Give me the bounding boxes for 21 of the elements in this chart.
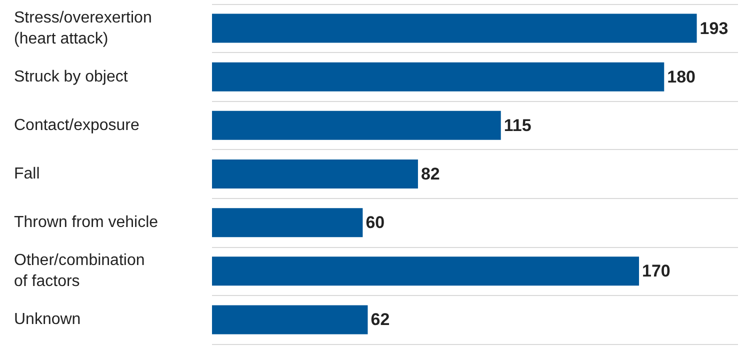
y-tick-label: Thrown from vehicle [14, 214, 158, 232]
bar [212, 256, 640, 286]
data-label: 180 [667, 67, 696, 86]
y-tick-label: Stress/overexertion (heart attack) [14, 9, 156, 48]
bar [212, 14, 697, 43]
y-tick-label: Unknown [14, 311, 81, 328]
y-tick-label: Struck by object [14, 68, 128, 86]
bar [212, 110, 501, 140]
data-label: 60 [366, 213, 385, 232]
bar [212, 305, 368, 334]
bar [212, 208, 363, 238]
data-label: 170 [642, 262, 670, 281]
y-tick-label: Other/combination of factors [14, 252, 150, 290]
data-label: 193 [700, 18, 728, 38]
bar [212, 160, 418, 188]
y-tick-label: Fall [14, 166, 40, 182]
data-label: 82 [420, 164, 440, 184]
data-label: 62 [370, 310, 390, 330]
y-tick-label: Contact/exposure [14, 116, 140, 134]
data-label: 115 [504, 116, 532, 135]
bar [212, 62, 664, 92]
